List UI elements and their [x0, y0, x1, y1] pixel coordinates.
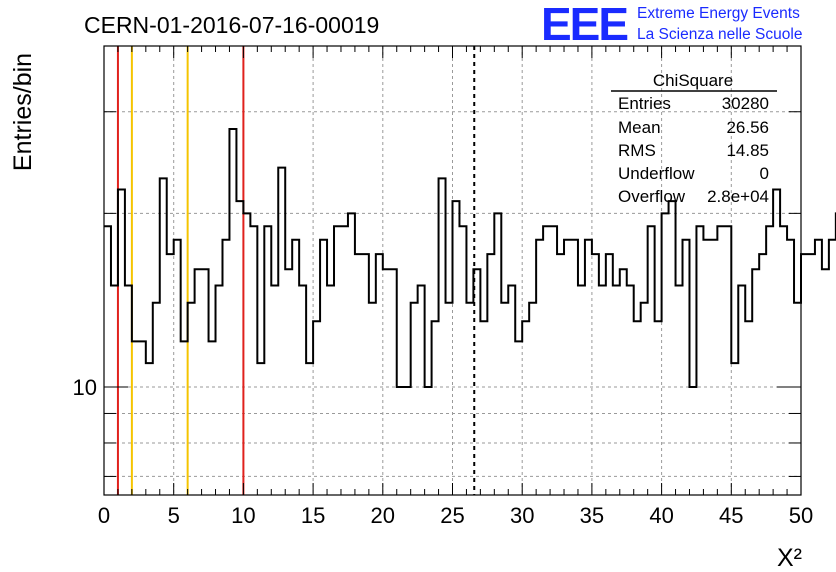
x-tick-label: 25: [440, 503, 464, 528]
x-tick-label: 10: [231, 503, 255, 528]
stats-value-mean: 26.56: [726, 118, 769, 137]
x-tick-label: 35: [580, 503, 604, 528]
stats-value-overflow: 2.8e+04: [707, 187, 769, 206]
stats-label-rms: RMS: [618, 141, 656, 160]
stats-label-mean: Mean: [618, 118, 661, 137]
x-tick-label: 20: [371, 503, 395, 528]
stats-value-entries: 30280: [722, 94, 769, 113]
x-tick-label: 45: [719, 503, 743, 528]
histogram-series: [104, 128, 836, 389]
x-tick-label: 0: [98, 503, 110, 528]
stats-value-rms: 14.85: [726, 141, 769, 160]
logo-mark: EEE: [541, 0, 627, 50]
stats-label-underflow: Underflow: [618, 164, 695, 183]
x-tick-labels: 0 5 10 15 20 25 30 35 40 45 50: [98, 503, 813, 528]
x-tick-label: 40: [649, 503, 673, 528]
eee-logo: EEE Extreme Energy Events La Scienza nel…: [541, 0, 802, 50]
y-tick-labels: 10: [73, 375, 97, 400]
x-axis-label: X²: [777, 544, 802, 572]
stats-label-overflow: Overflow: [618, 187, 686, 206]
chart-title: CERN-01-2016-07-16-00019: [84, 12, 379, 38]
reference-lines: [116, 46, 476, 495]
logo-line1: Extreme Energy Events: [637, 5, 800, 22]
stats-label-entries: Entries: [618, 94, 671, 113]
axis-ticks: [103, 46, 802, 495]
y-tick-label: 10: [73, 375, 97, 400]
stats-value-underflow: 0: [760, 164, 769, 183]
x-tick-label: 5: [168, 503, 180, 528]
stats-title: ChiSquare: [653, 71, 733, 90]
x-tick-label: 50: [789, 503, 813, 528]
x-tick-label: 15: [301, 503, 325, 528]
x-tick-label: 30: [510, 503, 534, 528]
logo-line2: La Scienza nelle Scuole: [637, 26, 802, 43]
stats-box: ChiSquare Entries 30280 Mean 26.56 RMS 1…: [611, 71, 777, 206]
y-axis-label: Entries/bin: [9, 53, 37, 171]
